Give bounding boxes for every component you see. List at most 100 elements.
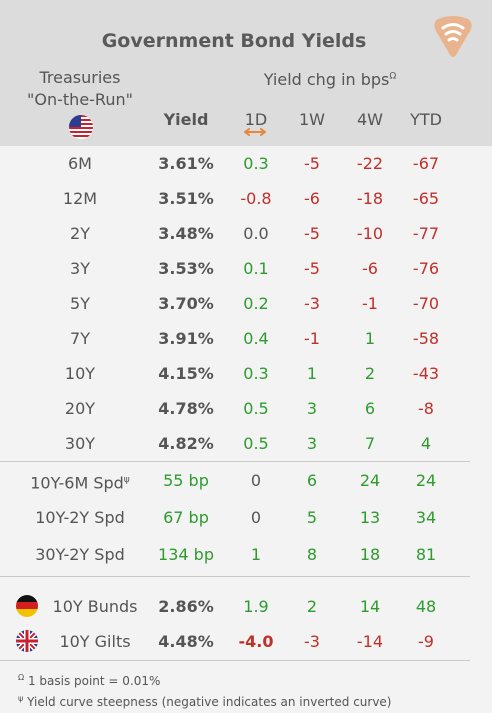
change-1d: 1 — [250, 545, 262, 564]
table-row: 6M 3.61% 0.3 -5 -22 -67 — [0, 146, 492, 181]
table-row: 5Y 3.70% 0.2 -3 -1 -70 — [0, 286, 492, 321]
row-label: 10Y-2Y Spd — [0, 500, 160, 535]
footnote-1-symbol: Ω — [18, 673, 25, 682]
row-label: 10Y Gilts — [30, 624, 160, 659]
row-label-text: 20Y — [64, 399, 96, 418]
row-label-text: 5Y — [70, 294, 90, 313]
change-1d: 0.1 — [243, 259, 269, 278]
change-1w: 8 — [306, 545, 318, 564]
tab-1w[interactable]: 1W — [299, 110, 325, 129]
change-1w: 6 — [306, 471, 318, 490]
row-label: 2Y — [0, 216, 160, 251]
row-label: 6M — [0, 146, 160, 181]
divider — [0, 461, 470, 462]
logo-icon — [434, 16, 472, 57]
yield-value: 4.15% — [158, 364, 214, 383]
table-row: 10Y 4.15% 0.3 1 2 -43 — [0, 356, 492, 391]
germany-flag-icon — [16, 595, 38, 617]
row-label-text: 7Y — [70, 329, 90, 348]
row-label: 12M — [0, 181, 160, 216]
change-ytd: -77 — [412, 224, 440, 243]
row-label-text: 12M — [62, 189, 98, 208]
change-4w: -14 — [356, 632, 384, 651]
row-label-text: 2Y — [70, 224, 90, 243]
row-label: 30Y — [0, 426, 160, 461]
yield-value: 3.61% — [158, 154, 214, 173]
row-label-text: 30Y — [64, 434, 96, 453]
yield-change-label: Yield chg in bpsΩ — [250, 70, 410, 89]
yield-value: 3.51% — [158, 189, 214, 208]
change-4w: -10 — [356, 224, 384, 243]
row-label-text: 30Y-2Y Spd — [35, 545, 125, 564]
yield-change-sup: Ω — [389, 71, 397, 82]
change-4w: 1 — [364, 329, 376, 348]
treasuries-line1: Treasuries — [39, 68, 121, 87]
table-header: Government Bond Yields Treasuries "On-th… — [0, 0, 492, 146]
tab-1d[interactable]: 1D — [244, 110, 268, 129]
footnote-2-symbol: ψ — [18, 694, 24, 703]
yield-value: 3.91% — [158, 329, 214, 348]
change-4w: -18 — [356, 189, 384, 208]
change-4w: -22 — [356, 154, 384, 173]
change-1d: 0 — [250, 471, 262, 490]
table-row: 10Y-6M Spdψ 55 bp 0 6 24 24 — [0, 463, 492, 498]
col-yield: Yield — [163, 110, 209, 129]
change-1w: 5 — [306, 508, 318, 527]
change-1w: -1 — [304, 329, 320, 348]
row-label: 30Y-2Y Spd — [0, 537, 160, 572]
change-ytd: -70 — [412, 294, 440, 313]
change-ytd: -43 — [412, 364, 440, 383]
footnote-steepness: ψ Yield curve steepness (negative indica… — [18, 694, 392, 709]
change-1d: 1.9 — [243, 597, 269, 616]
change-1d: 0.2 — [243, 294, 269, 313]
table-row: 30Y 4.82% 0.5 3 7 4 — [0, 426, 492, 461]
row-label: 10Y — [0, 356, 160, 391]
table-row: 7Y 3.91% 0.4 -1 1 -58 — [0, 321, 492, 356]
row-label-text: 10Y Bunds — [52, 597, 138, 616]
us-flag-icon — [69, 115, 93, 139]
row-label-text: 10Y-2Y Spd — [35, 508, 125, 527]
change-1d: 0.3 — [243, 154, 269, 173]
change-1w: 3 — [306, 434, 318, 453]
tab-4w[interactable]: 4W — [357, 110, 383, 129]
change-1d: 0.4 — [243, 329, 269, 348]
table-row: 10Y Bunds 2.86% 1.9 2 14 48 — [0, 589, 492, 624]
table-row: 20Y 4.78% 0.5 3 6 -8 — [0, 391, 492, 426]
change-4w: -1 — [362, 294, 378, 313]
change-1d: -0.8 — [240, 189, 272, 208]
change-4w: 13 — [359, 508, 381, 527]
change-4w: 7 — [364, 434, 376, 453]
change-1w: -3 — [304, 632, 320, 651]
change-ytd: -76 — [412, 259, 440, 278]
tab-ytd[interactable]: YTD — [410, 110, 442, 129]
footnote-1-text: 1 basis point = 0.01% — [24, 674, 161, 688]
treasuries-line2: "On-the-Run" — [27, 90, 133, 109]
change-ytd: -67 — [412, 154, 440, 173]
change-1d: 0 — [250, 508, 262, 527]
row-label-text: 6M — [68, 154, 92, 173]
yield-value: 4.48% — [158, 632, 214, 651]
change-4w: 6 — [364, 399, 376, 418]
sort-arrows-icon[interactable] — [243, 128, 267, 136]
yield-value: 4.82% — [158, 434, 214, 453]
change-4w: 24 — [359, 471, 381, 490]
change-ytd: 34 — [415, 508, 437, 527]
row-label: 5Y — [0, 286, 160, 321]
change-4w: 18 — [359, 545, 381, 564]
table-row: 12M 3.51% -0.8 -6 -18 -65 — [0, 181, 492, 216]
page-title: Government Bond Yields — [101, 30, 367, 52]
change-1d: 0.5 — [243, 399, 269, 418]
divider — [0, 660, 470, 661]
uk-flag-icon — [16, 630, 38, 652]
footnote-basis-point: Ω 1 basis point = 0.01% — [18, 673, 160, 688]
yield-value: 4.78% — [158, 399, 214, 418]
change-1d: 0.0 — [243, 224, 269, 243]
yield-value: 134 bp — [158, 545, 214, 564]
yield-value: 55 bp — [163, 471, 209, 490]
row-label-text: 3Y — [70, 259, 90, 278]
treasuries-label: Treasuries "On-the-Run" — [10, 67, 150, 111]
change-1w: 2 — [306, 597, 318, 616]
change-ytd: -8 — [418, 399, 434, 418]
change-ytd: 48 — [415, 597, 437, 616]
change-1d: 0.5 — [243, 434, 269, 453]
